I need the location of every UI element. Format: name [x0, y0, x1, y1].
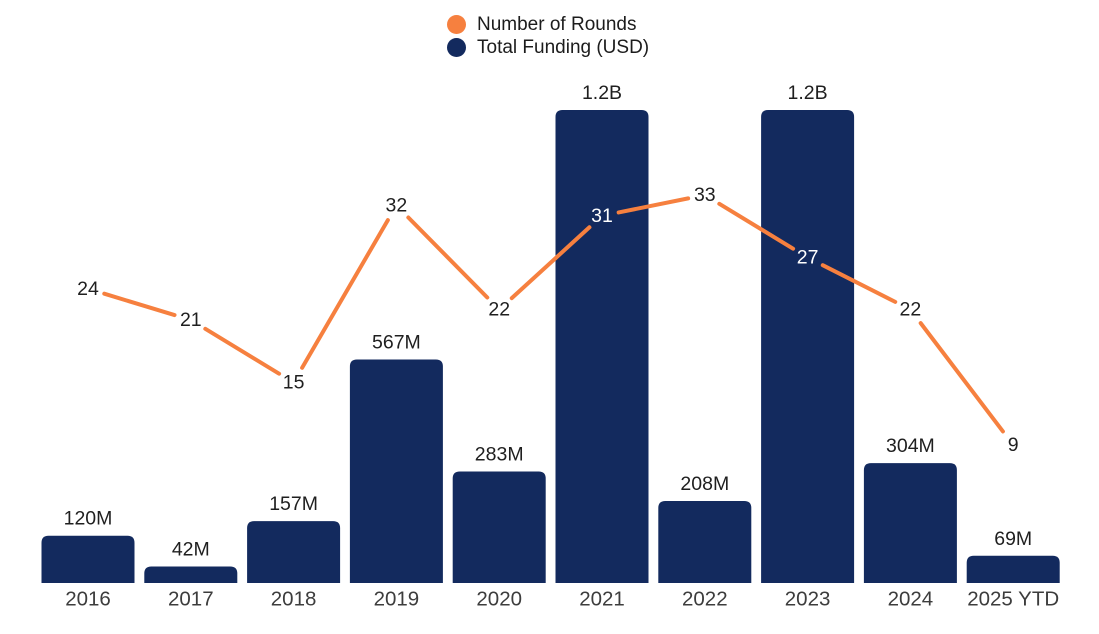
bar-2018[interactable] [247, 521, 341, 583]
line-segment-2017-2018 [203, 326, 282, 376]
line-value-label-2019: 32 [386, 194, 408, 216]
bar-2025-ytd[interactable] [966, 555, 1060, 583]
x-axis-label-2017: 2017 [168, 588, 214, 611]
line-value-label-2016: 24 [77, 278, 99, 300]
rounds-legend-swatch-icon [447, 14, 466, 34]
bar-2022[interactable] [658, 501, 752, 583]
bar-2019[interactable] [349, 359, 443, 583]
line-segment-2020-2021 [509, 225, 592, 301]
line-segment-2023-2024 [820, 263, 898, 304]
line-value-label-2023: 27 [797, 247, 819, 269]
x-axis-label-2020: 2020 [476, 588, 522, 611]
bar-value-label-2017: 42M [172, 538, 210, 560]
x-axis-label-2021: 2021 [579, 588, 625, 611]
bar-value-label-2024: 304M [886, 435, 935, 457]
bar-value-label-2016: 120M [64, 508, 113, 530]
legend-item-number-of-rounds: Number of Rounds [447, 14, 649, 34]
line-segment-2018-2019 [300, 218, 390, 370]
legend-label-total-funding: Total Funding (USD) [477, 36, 650, 58]
bar-value-label-2025-ytd: 69M [994, 528, 1032, 550]
x-axis-label-2018: 2018 [271, 588, 317, 611]
line-value-label-2025-ytd: 9 [1008, 434, 1019, 456]
x-axis-label-2019: 2019 [374, 588, 420, 611]
bar-2024[interactable] [863, 463, 957, 583]
bar-2016[interactable] [41, 535, 135, 583]
bar-2023[interactable] [761, 110, 855, 583]
bar-value-label-2020: 283M [475, 443, 524, 465]
bar-2021[interactable] [555, 110, 649, 583]
bar-value-label-2019: 567M [372, 332, 421, 354]
legend-item-total-funding: Total Funding (USD) [447, 37, 649, 57]
line-value-label-2021: 31 [591, 205, 613, 227]
x-axis-label-2024: 2024 [888, 588, 934, 611]
line-value-label-2018: 15 [283, 372, 305, 394]
x-axis-label-2022: 2022 [682, 588, 728, 611]
bar-value-label-2022: 208M [680, 473, 729, 495]
line-segment-2019-2020 [406, 215, 490, 300]
line-value-label-2017: 21 [180, 309, 202, 331]
chart-legend: Number of Rounds Total Funding (USD) [447, 14, 649, 57]
bar-2020[interactable] [452, 471, 546, 583]
bar-value-label-2021: 1.2B [582, 82, 622, 104]
x-axis-label-2023: 2023 [785, 588, 831, 611]
line-value-label-2020: 22 [488, 299, 510, 321]
line-segment-2021-2022 [616, 196, 691, 215]
line-segment-2024-2025-ytd [918, 321, 1005, 434]
bar-value-label-2023: 1.2B [788, 82, 828, 104]
x-axis-label-2016: 2016 [65, 588, 111, 611]
x-axis-label-2025-ytd: 2025 YTD [967, 588, 1059, 611]
line-value-label-2022: 33 [694, 184, 716, 206]
line-segment-2022-2023 [717, 201, 796, 251]
funding-legend-swatch-icon [447, 37, 466, 57]
legend-label-number-of-rounds: Number of Rounds [477, 13, 637, 35]
line-segment-2016-2017 [102, 291, 177, 318]
bar-2017[interactable] [144, 566, 238, 583]
line-value-label-2024: 22 [900, 299, 922, 321]
bar-value-label-2018: 157M [269, 493, 318, 515]
